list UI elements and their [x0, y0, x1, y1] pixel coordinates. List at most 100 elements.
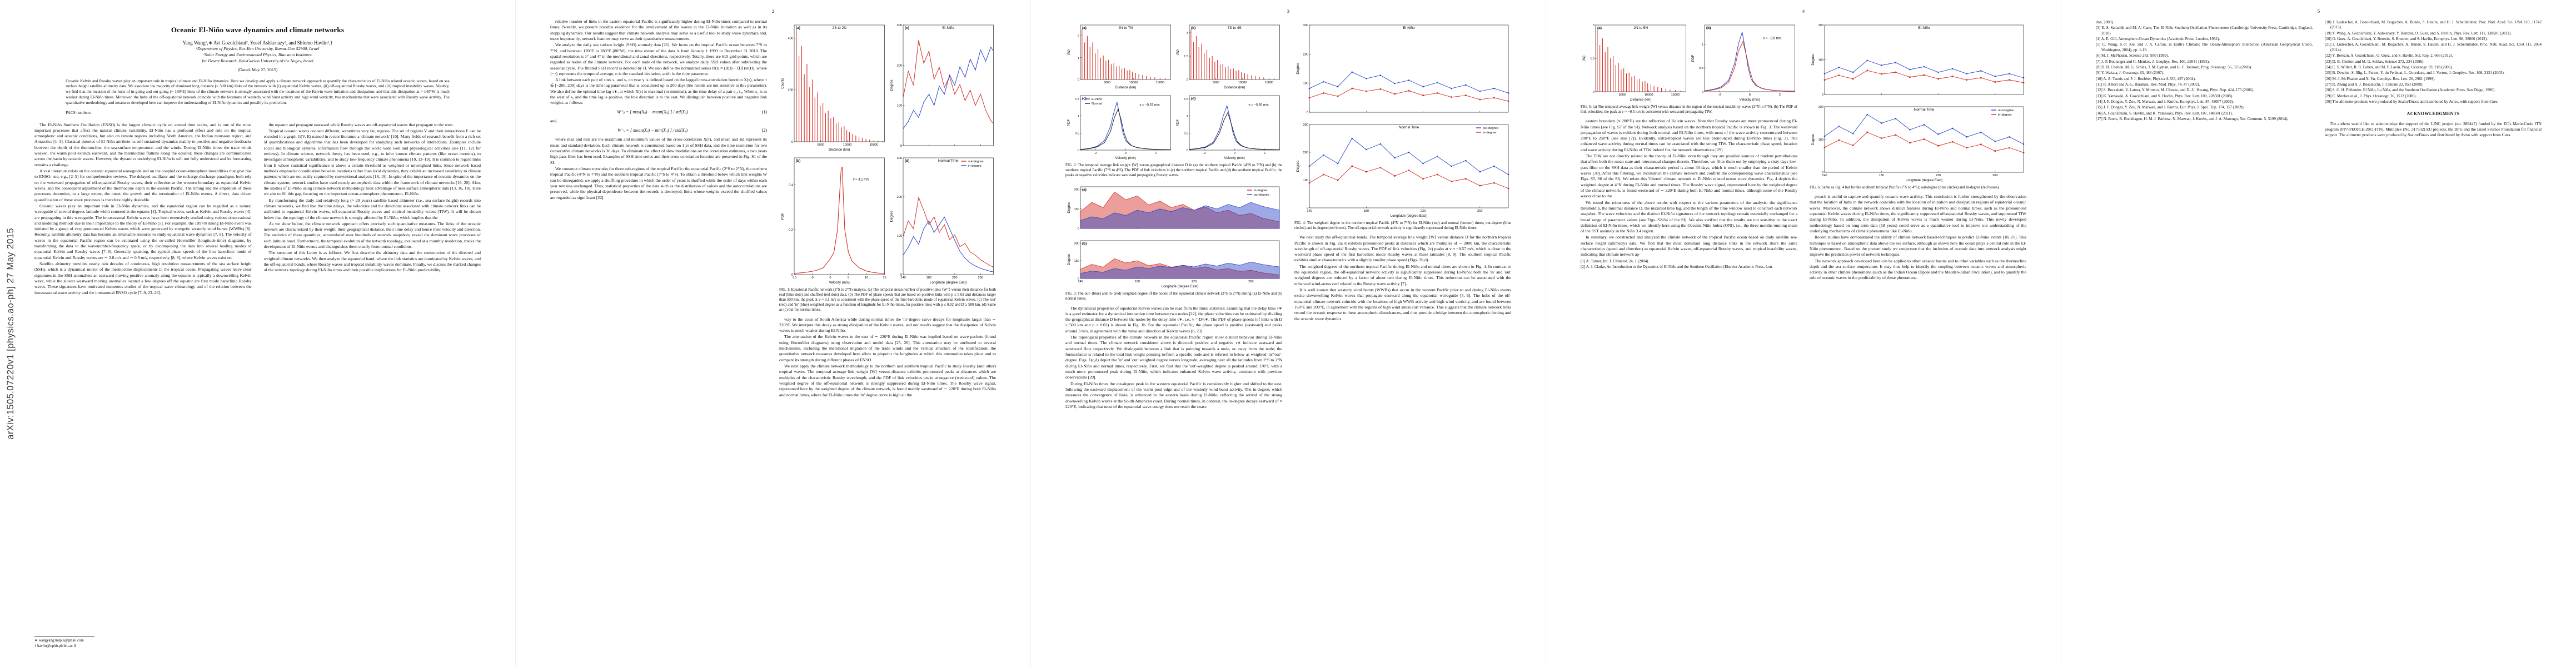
body-paragraph: the equator and propagate eastward while… [268, 122, 454, 127]
svg-text:140: 140 [1307, 210, 1312, 213]
svg-text:Degree: Degree [1811, 54, 1815, 66]
svg-text:150: 150 [1074, 260, 1079, 263]
figure-2-caption: FIG. 2: The temporal average link weight… [1065, 163, 1282, 178]
svg-text:0: 0 [1307, 111, 1308, 115]
svg-text:Degree: Degree [1811, 133, 1815, 145]
svg-text:PDF: PDF [1691, 55, 1695, 62]
figure-6-panels: 0 100 200 Degree El-Niño 140 180 220 260 0 100 200… [1810, 20, 2026, 183]
svg-text:0: 0 [1186, 149, 1188, 152]
svg-text:220: 220 [952, 276, 957, 280]
paper-header: Oceanic El-Niño wave dynamics and climat… [34, 26, 481, 115]
body-paragraph: In summary, we constructed and analyzed … [1581, 235, 1797, 257]
svg-text:0: 0 [1186, 78, 1188, 82]
reference-item: [27] R. Zhang and A. J. Busalacchi, J. C… [2325, 82, 2424, 87]
svg-text:1: 1 [1078, 115, 1079, 118]
body-paragraph: By transforming the daily and relatively… [263, 197, 481, 220]
reference-item: [8] D. B. Chelton, M. G. Schlax, J. M. L… [2096, 64, 2252, 69]
svg-text:out-degree: out-degree [1483, 127, 1498, 130]
svg-text:0: 0 [1078, 277, 1079, 281]
reference-item: [28] S. G. H. Philander, El Niño, La Niñ… [2325, 88, 2496, 93]
svg-text:5000: 5000 [1104, 81, 1110, 84]
fig2-panel-a-chart: 5000 10000 15000 0 1 2 Distance (km) ⟨W⟩ (a) 4N t… [1067, 24, 1171, 89]
page2-columns: relative number of links in the eastern … [550, 19, 996, 399]
page4-right-text: proach is useful to capture and quantify… [1810, 194, 2026, 281]
fig2-panel-b-chart: 5000 10000 15000 0 1.5 3 Distance (km) ⟨W⟩ (b) 7S… [1176, 24, 1280, 89]
svg-text:El-Niño: El-Niño [1403, 26, 1415, 30]
svg-text:0.2: 0.2 [789, 228, 793, 232]
svg-text:(b): (b) [1191, 26, 1195, 30]
affiliation-3: for Desert Research, Ben-Gurion Universi… [202, 58, 313, 63]
svg-text:100: 100 [1818, 138, 1823, 142]
page3-columns: 5000 10000 15000 0 1 2 Distance (km) ⟨W⟩ (a) 4N t… [1065, 19, 1511, 410]
reference-item: [24] C. S. Willett, R. R. Leben, and M. … [2325, 64, 2453, 69]
svg-text:(c): (c) [905, 26, 909, 30]
page-number: 2 [771, 8, 775, 14]
figure-5: 5000 10000 15000 0 1.5 3 Distance (km) ⟨W⟩ (a) 2N… [1581, 20, 1797, 115]
page2-right-text: way to the coast of South America while … [779, 317, 996, 398]
svg-text:180: 180 [1364, 210, 1369, 213]
svg-text:0: 0 [791, 141, 793, 144]
svg-text:3: 3 [1593, 24, 1595, 27]
body-paragraph: relative number of links in the eastern … [550, 19, 767, 41]
page-4: 4 5000 10000 15000 0 1.5 3 Distance (km) ⟨W⟩ (a)… [1546, 0, 2061, 667]
svg-text:140: 140 [1078, 280, 1083, 283]
page-2: 2 relative number of links in the easter… [515, 0, 1030, 667]
svg-text:Normal Time: Normal Time [1399, 126, 1419, 130]
svg-text:220: 220 [1936, 174, 1941, 177]
body-paragraph: The topological properties of the climat… [1065, 335, 1282, 380]
svg-text:1.5: 1.5 [1075, 98, 1079, 101]
page3-right-column: 0 100 200 300 Degree El-Niño 140 180 220 260 0 100… [1294, 19, 1511, 410]
body-paragraph: We tested the robustness of the above re… [1581, 200, 1797, 234]
svg-text:v ≈ 3.1 m/s: v ≈ 3.1 m/s [853, 178, 869, 181]
fig5-panel-b-chart: -2 0 2 0 0.5 1 Velocity (m/s) PDF (b) v ≈ −0.5 m/… [1691, 24, 1795, 102]
body-paragraph: The network approach developed here can … [1810, 258, 2026, 281]
figure-6-caption: FIG. 6: Same as Fig. 4 but for the south… [1810, 186, 2000, 190]
svg-text:0.4: 0.4 [789, 183, 793, 187]
svg-text:out-degree: out-degree [1998, 109, 2014, 112]
svg-text:5000: 5000 [1619, 93, 1626, 97]
page1-columns: The El-Niño Southern Oscillation (ENSO) … [34, 122, 481, 296]
figure-3: 0 150 300 Degree (a) in-degree out-degree 140 1… [1065, 182, 1282, 301]
svg-text:260: 260 [1248, 280, 1253, 283]
fig1-panel-a-chart: 5000 10000 15000 0 200 400 Distance (km) Counts… [781, 24, 885, 152]
svg-text:1: 1 [1701, 43, 1703, 46]
svg-text:El-Niño: El-Niño [1918, 26, 1930, 30]
body-paragraph: A link between each pair of sites s₁ and… [550, 77, 767, 106]
svg-text:10000: 10000 [1645, 93, 1653, 97]
abstract: Oceanic Kelvin and Rossby waves play an … [66, 78, 450, 105]
svg-text:2: 2 [1778, 93, 1780, 97]
svg-text:0: 0 [900, 273, 901, 277]
svg-text:0.5: 0.5 [1075, 132, 1079, 135]
figure-2: 5000 10000 15000 0 1 2 Distance (km) ⟨W⟩ (a) 4N t… [1065, 20, 1282, 178]
body-paragraph: Oceanic waves play an important role in … [34, 203, 252, 260]
page5-right-column: [18] J. Ludescher, A. Gozolchiani, M. Bo… [2325, 19, 2542, 138]
body-paragraph: Recent studies have demonstrated the abi… [1810, 235, 2026, 257]
svg-text:in-degree: in-degree [1254, 189, 1268, 192]
svg-text:180: 180 [1879, 174, 1884, 177]
page-number: 5 [2317, 8, 2320, 14]
page3-left-column: 5000 10000 15000 0 1 2 Distance (km) ⟨W⟩ (a) 4N t… [1065, 19, 1282, 410]
reference-list-left: don, 2008). [3] E. S. Sarachik and M. A. … [2096, 20, 2313, 122]
reference-item: [25] B. Dewitte, S. Illig, L. Parent, Y.… [2325, 71, 2505, 76]
svg-text:⟨W⟩: ⟨W⟩ [1067, 49, 1071, 56]
body-paragraph: The attenuation of the Kelvin waves to t… [779, 334, 996, 362]
svg-text:Normal Time: Normal Time [938, 159, 958, 163]
reference-item: [1] A. Turner, Int. J. Climatol. 24, 1 (… [1581, 258, 1650, 263]
figure-5-caption: FIG. 5: (a) The temporal average link we… [1581, 105, 1797, 115]
svg-text:(a): (a) [1082, 188, 1087, 192]
body-paragraph: As we show below, the climate network ap… [263, 221, 481, 250]
reference-item: [12] S. Boccaletti, V. Latora, Y. Moreno… [2096, 88, 2254, 93]
fig4-panel-normal-chart: 140 180 220 260 0 100 200 300 Longitude (degree … [1296, 123, 1509, 218]
fig2-panel-d-chart: -2 0 2 0 0.5 1 1.5 Velocity (m/s) PDF (d) v ≈ −0.5… [1176, 95, 1280, 160]
svg-text:v ≈ −0.50 m/s: v ≈ −0.50 m/s [1248, 103, 1268, 107]
svg-text:0: 0 [1307, 207, 1308, 210]
svg-text:(b): (b) [1706, 26, 1711, 30]
svg-text:0: 0 [1748, 93, 1750, 97]
svg-text:0: 0 [1125, 152, 1127, 155]
body-paragraph: A vast literature exists on the oceanic … [34, 168, 252, 202]
reference-item: don, 2008). [2096, 20, 2114, 24]
fig1-panel-d-chart: 140 180 220 260 0 100 200 300 Longitude (degree … [890, 157, 994, 285]
svg-text:150: 150 [1074, 208, 1079, 211]
reference-item: [22] Y. Berezin, A. Gozolchiani, O. Guez… [2325, 53, 2453, 58]
page3-right-text: We next study the off-equatorial bands. … [1294, 235, 1511, 322]
